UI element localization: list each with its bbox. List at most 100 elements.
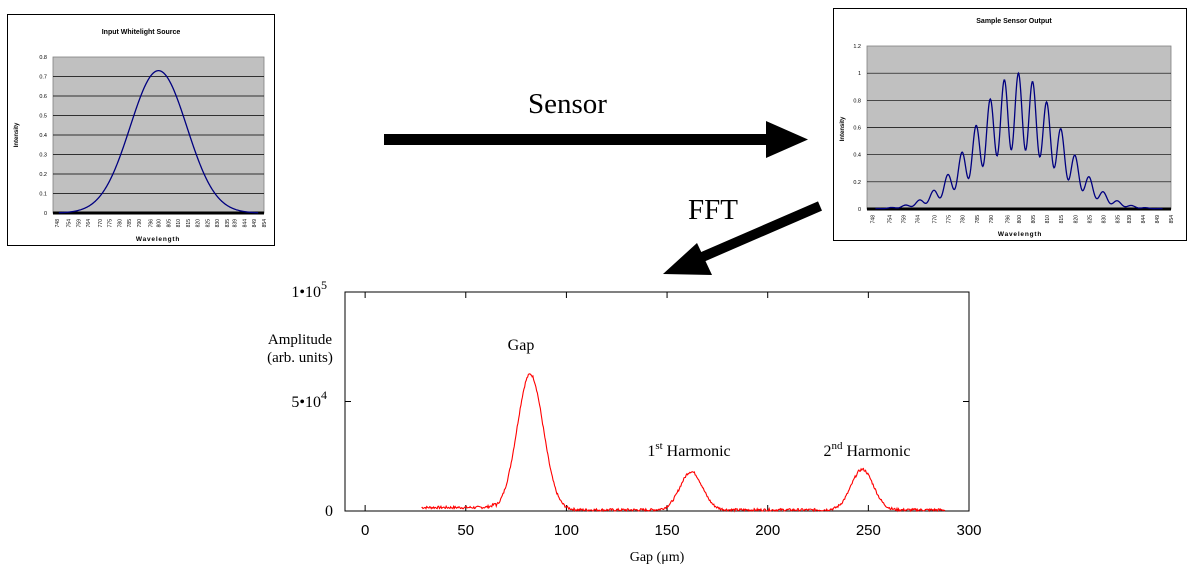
y-axis-label: Intensity [840, 116, 846, 141]
x-tick-label: 748 [871, 215, 877, 224]
chart-title: Sample Sensor Output [976, 18, 1052, 25]
input-whitelight-chart: Input Whitelight Source 0 0.1 0.2 0.3 0.4 0.5… [14, 29, 268, 243]
x-tick-label: 754 [67, 219, 73, 228]
axis-ticks [345, 291, 970, 512]
y-tick-labels: 0 0.1 0.2 0.3 0.4 0.5 0.6 0.7 0.8 [39, 55, 47, 217]
y-axis-label-line2: (arb. units) [267, 350, 333, 366]
intensity-curve [58, 69, 259, 214]
x-tick-label: 835 [1116, 215, 1122, 224]
x-tick-label: 839 [1127, 215, 1133, 224]
x-tick-label: 100 [554, 522, 579, 539]
y-tick-mid-base: 5•10 [291, 394, 321, 411]
y-tick-label: 0 [858, 207, 861, 213]
x-tick-label: 790 [137, 219, 143, 228]
sensor-output-chart: Sample Sensor Output 0 0.2 0.4 0.6 0.8 1 1.2 7… [840, 18, 1175, 238]
x-tick-label: 830 [1101, 215, 1107, 224]
y-tick-label: 0.5 [39, 114, 47, 120]
first-harmonic-label: 1st Harmonic [647, 440, 730, 460]
x-tick-label: 150 [655, 522, 680, 539]
x-tick-label: 810 [1045, 215, 1051, 224]
y-tick-mid-exp: 4 [321, 388, 327, 402]
x-tick-label: 800 [157, 219, 163, 228]
x-tick-label: 820 [1073, 215, 1079, 224]
y-tick-label: 0.4 [39, 133, 47, 139]
x-tick-label: 830 [215, 219, 221, 228]
y-tick-label: 0.6 [39, 94, 47, 100]
y-tick-label: 0.4 [853, 153, 861, 159]
y-tick-label: 1 [858, 71, 861, 77]
second-harmonic-number: 2 [824, 443, 832, 460]
y-tick-label: 1.2 [853, 44, 861, 50]
y-tick-zero: 0 [325, 503, 333, 520]
y-tick-label: 0.1 [39, 192, 47, 198]
x-tick-label: 839 [233, 219, 239, 228]
x-tick-label: 796 [1006, 215, 1012, 224]
x-tick-label: 844 [1141, 215, 1147, 224]
gridlines [867, 72, 1171, 211]
x-axis-label: Wavelength [998, 231, 1042, 238]
first-harmonic-text: Harmonic [663, 443, 731, 460]
y-axis-label: Intensity [14, 122, 20, 147]
y-tick-label: 0.6 [853, 126, 861, 132]
sensor-output-chart-panel: Sample Sensor Output 0 0.2 0.4 0.6 0.8 1 1.2 7… [833, 8, 1187, 241]
y-tick-top-base: 1•10 [291, 284, 321, 301]
first-harmonic-suffix: st [655, 440, 662, 452]
x-tick-labels: 748 754 759 764 770 775 780 785 790 796 800 805 810 8… [871, 215, 1175, 224]
x-tick-label: 820 [196, 219, 202, 228]
y-tick-label: 0.2 [39, 172, 47, 178]
y-tick-labels: 0 0.2 0.4 0.6 0.8 1 1.2 [853, 44, 861, 213]
x-tick-label: 250 [856, 522, 881, 539]
y-axis-label-line1: Amplitude [268, 332, 333, 348]
x-tick-label: 785 [127, 219, 133, 228]
x-tick-label: 770 [933, 215, 939, 224]
plot-frame [344, 291, 970, 512]
y-tick-label: 0.2 [853, 180, 861, 186]
x-tick-label: 50 [457, 522, 474, 539]
x-tick-label: 200 [755, 522, 780, 539]
x-tick-label: 796 [149, 219, 155, 228]
x-axis-label: Wavelength [136, 236, 180, 243]
x-tick-labels: 0 50 100 150 200 250 300 [361, 522, 982, 539]
x-tick-label: 764 [86, 219, 92, 228]
x-tick-label: 770 [98, 219, 104, 228]
y-tick-mid: 5•104 [291, 388, 327, 411]
x-tick-labels: 748 754 759 764 770 775 780 785 790 796 800 805 810 8… [55, 219, 268, 228]
x-tick-label: 854 [1169, 215, 1175, 224]
x-tick-label: 800 [1017, 215, 1023, 224]
intensity-curve [875, 71, 1163, 210]
x-tick-label: 815 [1059, 215, 1065, 224]
x-tick-label: 764 [916, 215, 922, 224]
fft-amplitude-curve [421, 373, 946, 513]
gridlines [53, 76, 264, 215]
x-tick-label: 805 [166, 219, 172, 228]
second-harmonic-suffix: nd [832, 440, 844, 452]
input-whitelight-chart-panel: Input Whitelight Source 0 0.1 0.2 0.3 0.4 0.5… [7, 14, 275, 246]
x-tick-label: 780 [961, 215, 967, 224]
x-tick-label: 775 [108, 219, 114, 228]
x-tick-label: 849 [1155, 215, 1161, 224]
x-tick-label: 844 [242, 219, 248, 228]
x-tick-label: 825 [205, 219, 211, 228]
x-tick-label: 805 [1031, 215, 1037, 224]
x-tick-label: 854 [262, 219, 268, 228]
x-tick-label: 849 [252, 219, 258, 228]
x-tick-label: 815 [186, 219, 192, 228]
x-tick-label: 775 [947, 215, 953, 224]
x-axis-label: Gap (μm) [630, 550, 685, 565]
y-tick-label: 0 [44, 211, 47, 217]
x-tick-label: 790 [989, 215, 995, 224]
y-tick-label: 0.8 [853, 98, 861, 104]
x-tick-label: 825 [1087, 215, 1093, 224]
y-tick-top: 1•105 [291, 278, 327, 301]
x-tick-label: 835 [225, 219, 231, 228]
x-tick-label: 810 [176, 219, 182, 228]
x-tick-label: 748 [55, 219, 61, 228]
y-tick-label: 0.3 [39, 153, 47, 159]
x-tick-label: 300 [956, 522, 981, 539]
gap-peak-label: Gap [508, 337, 535, 354]
y-tick-label: 0.7 [39, 75, 47, 81]
x-tick-label: 759 [902, 215, 908, 224]
x-tick-label: 754 [888, 215, 894, 224]
second-harmonic-label: 2nd Harmonic [824, 440, 911, 460]
